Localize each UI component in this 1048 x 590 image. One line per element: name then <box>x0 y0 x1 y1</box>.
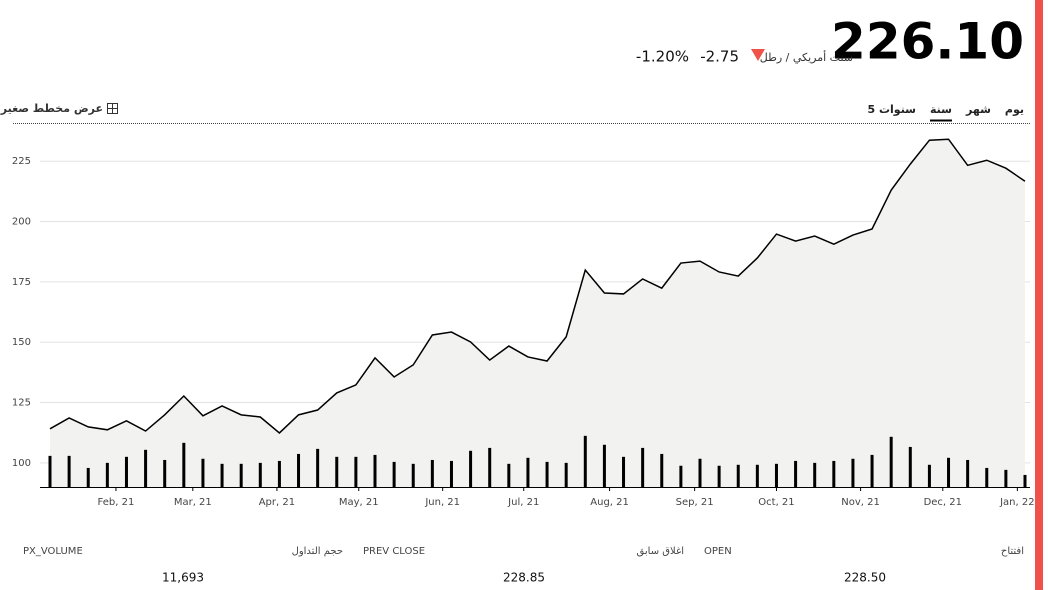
volume-bar <box>220 463 224 487</box>
volume-bar <box>430 459 434 487</box>
volume-bar <box>335 456 339 487</box>
volume-bar <box>583 435 587 487</box>
volume-bar <box>144 449 148 487</box>
x-tick-label: Mar, 21 <box>174 497 212 508</box>
volume-bar <box>277 460 281 487</box>
volume-bar <box>163 459 167 487</box>
volume-bar <box>641 447 645 487</box>
volume-bar <box>239 463 243 487</box>
volume-bar <box>889 436 893 487</box>
volume-bar <box>411 463 415 487</box>
volume-bar <box>67 455 71 487</box>
volume-bar <box>870 454 874 487</box>
y-tick-label: 125 <box>12 398 31 409</box>
volume-bar <box>794 460 798 487</box>
x-tick-label: Sep, 21 <box>676 497 714 508</box>
volume-bar <box>832 460 836 487</box>
volume-bar <box>488 447 492 487</box>
volume-bar <box>602 444 606 487</box>
stat-code: PREV CLOSE <box>363 546 425 557</box>
x-tick-label: Jun, 21 <box>424 497 460 508</box>
change: -2.75 <box>700 48 739 66</box>
unit: سنت أمريكي / رطل <box>760 50 853 64</box>
volume-bar <box>526 457 530 487</box>
y-tick-label: 100 <box>12 458 31 469</box>
volume-bar <box>966 459 970 487</box>
y-tick-label: 225 <box>12 156 31 167</box>
volume-bar <box>736 464 740 487</box>
stat-label: اغلاق سابق <box>637 546 684 557</box>
volume-bar <box>258 462 262 487</box>
volume-bar <box>86 467 90 487</box>
x-tick-label: Apr, 21 <box>259 497 295 508</box>
volume-bar <box>469 450 473 487</box>
volume-bar <box>774 463 778 487</box>
x-tick-label: Oct, 21 <box>758 497 794 508</box>
volume-bar <box>545 461 549 487</box>
volume-bar <box>813 462 817 487</box>
volume-bar <box>392 461 396 487</box>
volume-bar <box>105 462 109 487</box>
x-tick-label: Jan, 22 <box>999 497 1035 508</box>
area <box>50 139 1025 488</box>
volume-bar <box>927 464 931 487</box>
x-tick-label: Jul, 21 <box>507 497 539 508</box>
volume-bar <box>947 457 951 487</box>
volume-bar <box>851 458 855 487</box>
stat-label: افتتاح <box>1001 546 1024 557</box>
tab[interactable]: سنة <box>930 103 952 116</box>
tab[interactable]: 5 سنوات <box>867 103 916 116</box>
y-tick-label: 200 <box>12 217 31 228</box>
volume-bar <box>1004 469 1008 487</box>
volume-bar <box>660 453 664 487</box>
down-arrow <box>751 49 765 61</box>
x-tick-label: Aug, 21 <box>590 497 629 508</box>
volume-bar <box>908 446 912 487</box>
stat-value: 228.50 <box>844 571 886 585</box>
volume-bar <box>679 465 683 487</box>
volume-bar <box>297 453 301 487</box>
volume-bar <box>316 448 320 487</box>
volume-bar <box>48 455 52 487</box>
y-tick-label: 150 <box>12 337 31 348</box>
x-tick-label: Feb, 21 <box>98 497 135 508</box>
volume-bar <box>564 462 568 487</box>
line <box>49 138 1026 434</box>
volume-bar <box>507 463 511 487</box>
volume-bar <box>985 467 989 487</box>
x-tick-label: Nov, 21 <box>841 497 880 508</box>
tab[interactable]: يوم <box>1005 103 1024 116</box>
stat-code: OPEN <box>704 546 732 557</box>
volume-bar <box>755 464 759 487</box>
mini-chart-icon[interactable] <box>107 103 118 114</box>
volume-bar <box>124 456 128 487</box>
volume-bar <box>698 458 702 487</box>
price: 226.10 <box>831 13 1024 71</box>
volume-bar <box>373 454 377 487</box>
volume-bar <box>449 460 453 487</box>
x-tick-label: May, 21 <box>339 497 379 508</box>
volume-bar <box>354 456 358 487</box>
volume-bar <box>1023 474 1027 487</box>
stat-value: 11,693 <box>162 571 204 585</box>
change-percent: -1.20% <box>636 48 689 66</box>
volume-bar <box>717 465 721 487</box>
volume-bar <box>201 458 205 487</box>
volume-bar <box>182 442 186 487</box>
x-tick-label: Dec, 21 <box>924 497 962 508</box>
y-tick-label: 175 <box>12 277 31 288</box>
mini-chart-toggle[interactable]: عرض مخطط صغير <box>0 102 103 115</box>
accent-bar <box>1035 0 1043 590</box>
stat-code: PX_VOLUME <box>23 546 83 557</box>
stat-label: حجم التداول <box>292 546 343 557</box>
stat-value: 228.85 <box>503 571 545 585</box>
volume-bar <box>622 456 626 487</box>
tab[interactable]: شهر <box>965 103 991 116</box>
